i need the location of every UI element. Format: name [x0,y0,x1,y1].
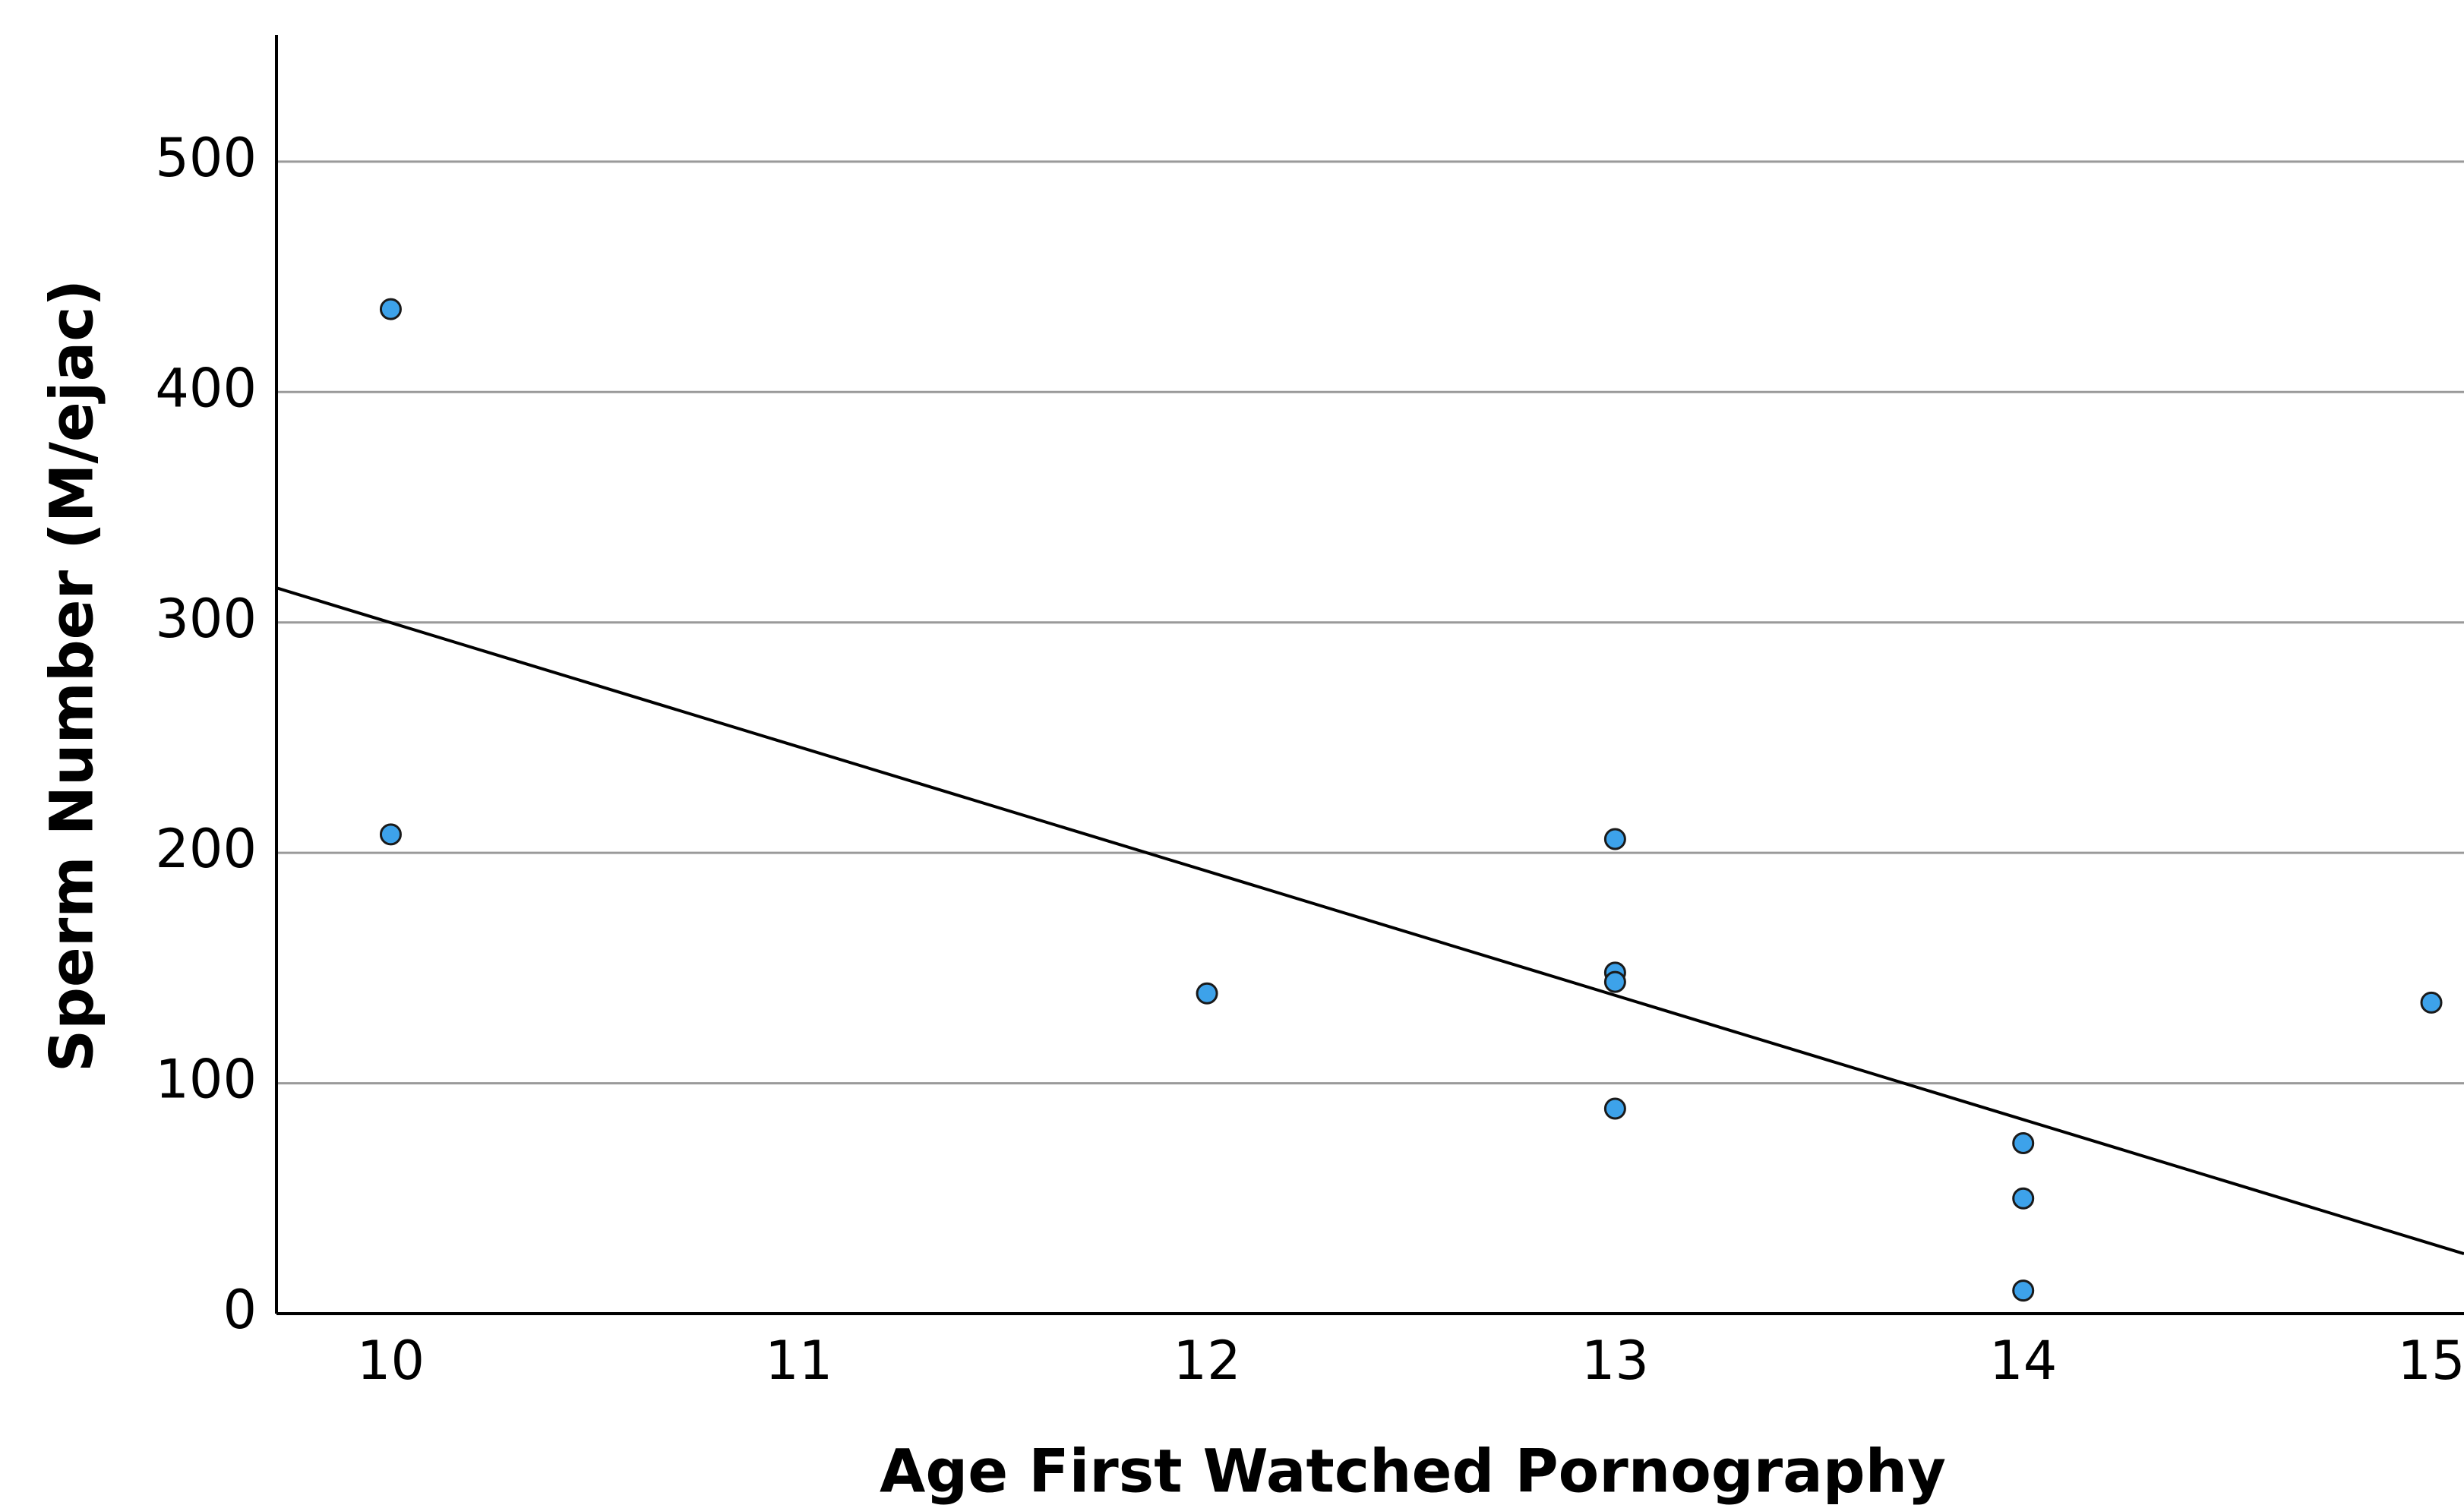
x-tick-label: 15 [2397,1330,2464,1392]
data-point [2012,1187,2035,1210]
x-tick-label: 12 [1174,1330,1241,1392]
y-tick-label: 100 [155,1049,257,1111]
data-point [2012,1279,2035,1302]
data-point [1196,982,1218,1005]
x-tick-label: 14 [1989,1330,2057,1392]
y-tick-label: 300 [155,588,257,650]
data-point [1603,828,1626,850]
y-tick-label: 200 [155,818,257,880]
x-axis-title: Age First Watched Pornography [880,1437,1946,1505]
x-tick-label: 10 [357,1330,425,1392]
y-axis-title: Sperm Number (M/ejac) [38,279,106,1072]
x-tick-label: 11 [765,1330,832,1392]
data-point [1603,1097,1626,1120]
y-tick-label: 0 [223,1279,257,1341]
y-tick-label: 400 [155,357,257,419]
x-tick-label: 13 [1581,1330,1649,1392]
data-point [379,823,402,846]
data-point [2012,1131,2035,1154]
data-point [379,298,402,320]
data-point [2420,991,2443,1014]
regression-line [276,586,2464,1256]
y-tick-label: 500 [155,127,257,189]
data-point [1603,970,1626,993]
